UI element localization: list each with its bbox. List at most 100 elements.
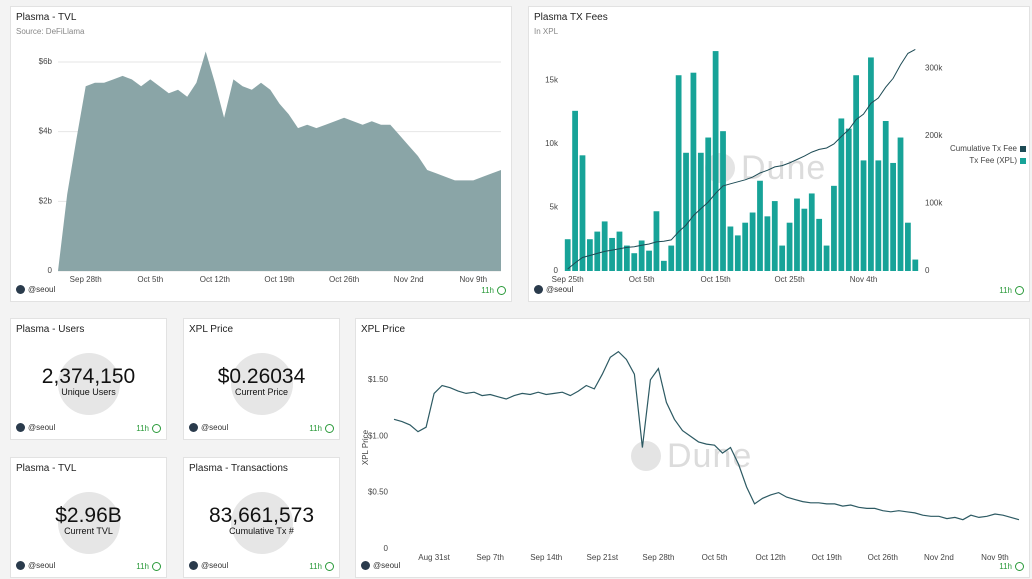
age: 11h [309, 424, 334, 433]
author[interactable]: @seoul [28, 423, 56, 432]
chart-panel: Dune 0 5k 10k 15k 0 100k 200k 300k Sep 25th Oct 5… [528, 6, 1030, 302]
bar [764, 216, 771, 271]
y-tick-label: $6b [39, 57, 53, 66]
bar [912, 259, 919, 271]
x-tick-label: Oct 19th [812, 553, 842, 562]
bar [705, 137, 712, 271]
counter-value: 83,661,573 [208, 504, 315, 527]
counter-value: $2.96B [55, 504, 122, 527]
x-tick-label: Nov 9th [460, 275, 488, 284]
footer: @seoul 11h [16, 561, 161, 573]
chart-panel: Dune 0 $0.50 $1.00 $1.50 Aug 31st Sep 7th Sep … [355, 318, 1030, 578]
age: 11h [481, 286, 506, 295]
legend-swatch [1020, 146, 1026, 152]
x-tick-label: Sep 7th [476, 553, 504, 562]
y2-tick-label: 300k [925, 63, 943, 72]
bar [564, 239, 571, 271]
author[interactable]: @seoul [28, 561, 56, 570]
bar [816, 218, 823, 271]
y2-tick-label: 0 [925, 266, 930, 275]
x-tick-label: Nov 2nd [394, 275, 424, 284]
y-tick-label: 10k [545, 139, 559, 148]
x-tick-label: Aug 31st [418, 553, 450, 562]
bar [690, 72, 697, 271]
bar [808, 193, 815, 271]
age: 11h [136, 562, 161, 571]
bar [831, 185, 837, 271]
bar [823, 245, 830, 271]
bar [572, 110, 578, 271]
footer: @seoul 11h [189, 423, 334, 435]
author[interactable]: @seoul [28, 285, 56, 294]
age: 11h [309, 562, 334, 571]
age: 11h [999, 562, 1024, 571]
avatar[interactable] [534, 285, 543, 295]
bar [757, 180, 763, 271]
author[interactable]: @seoul [201, 423, 229, 432]
x-tick-label: Nov 2nd [924, 553, 954, 562]
y-tick-label: $2b [39, 196, 53, 205]
bar [609, 237, 615, 271]
legend-swatch [1020, 158, 1026, 164]
bar [594, 231, 601, 271]
y-tick-label: 0 [384, 544, 389, 553]
avatar[interactable] [189, 423, 198, 433]
counter-panel: XPL Price $0.26034 Current Price @seoul 1… [183, 318, 340, 440]
footer: @seoul 11h [534, 285, 1024, 297]
bar [801, 208, 808, 271]
bar [853, 75, 860, 271]
author[interactable]: @seoul [201, 561, 229, 570]
author[interactable]: @seoul [546, 285, 574, 294]
avatar[interactable] [16, 285, 25, 295]
y-tick-label: $0.50 [368, 488, 389, 497]
panel-title: XPL Price [189, 324, 234, 335]
bar [875, 160, 882, 271]
bar [712, 51, 719, 271]
bar [734, 235, 741, 271]
bar [675, 75, 682, 271]
x-tick-label: Oct 15th [700, 275, 730, 284]
counter-label: Current TVL [64, 526, 113, 536]
x-tick-label: Oct 26th [868, 553, 898, 562]
author[interactable]: @seoul [373, 561, 401, 570]
x-tick-label: Sep 28th [642, 553, 674, 562]
avatar[interactable] [189, 561, 198, 571]
y-tick-label: $1.50 [368, 375, 389, 384]
y-tick-label: 0 [554, 266, 559, 275]
counter-value: 2,374,150 [41, 365, 136, 388]
x-tick-label: Oct 5th [702, 553, 728, 562]
counter-panel: Plasma - Transactions 83,661,573 Cumulat… [183, 457, 340, 578]
y-tick-label: 0 [48, 266, 53, 275]
x-tick-label: Sep 25th [552, 275, 584, 284]
bar [779, 245, 786, 271]
avatar[interactable] [361, 561, 370, 571]
panel-subtitle: In XPL [534, 27, 559, 36]
avatar[interactable] [16, 423, 25, 433]
panel-title: XPL Price [361, 324, 406, 335]
y-axis-label: XPL Price [361, 429, 370, 465]
x-tick-label: Sep 21st [587, 553, 619, 562]
chart: 0 $0.50 $1.00 $1.50 Aug 31st Sep 7th Sep 14th S… [361, 350, 1020, 562]
bar [890, 162, 896, 271]
legend-label: Cumulative Tx Fee [950, 144, 1018, 153]
bar [794, 198, 800, 271]
counter-label: Unique Users [61, 387, 116, 397]
x-tick-label: Oct 25th [774, 275, 804, 284]
watermark: Dune [705, 149, 826, 188]
y2-tick-label: 100k [925, 199, 943, 208]
bar [660, 260, 667, 271]
x-tick-label: Oct 26th [329, 275, 359, 284]
y-tick-label: $1.00 [368, 431, 389, 440]
x-tick-label: Nov 4th [850, 275, 878, 284]
counter-panel: Plasma - Users 2,374,150 Unique Users @s… [10, 318, 167, 440]
y2-tick-label: 200k [925, 131, 943, 140]
bar [638, 240, 645, 271]
counter-label: Current Price [234, 387, 288, 397]
bar [845, 128, 852, 271]
avatar[interactable] [16, 561, 25, 571]
x-tick-label: Oct 19th [264, 275, 294, 284]
bar [838, 118, 845, 271]
x-tick-label: Nov 9th [981, 553, 1009, 562]
